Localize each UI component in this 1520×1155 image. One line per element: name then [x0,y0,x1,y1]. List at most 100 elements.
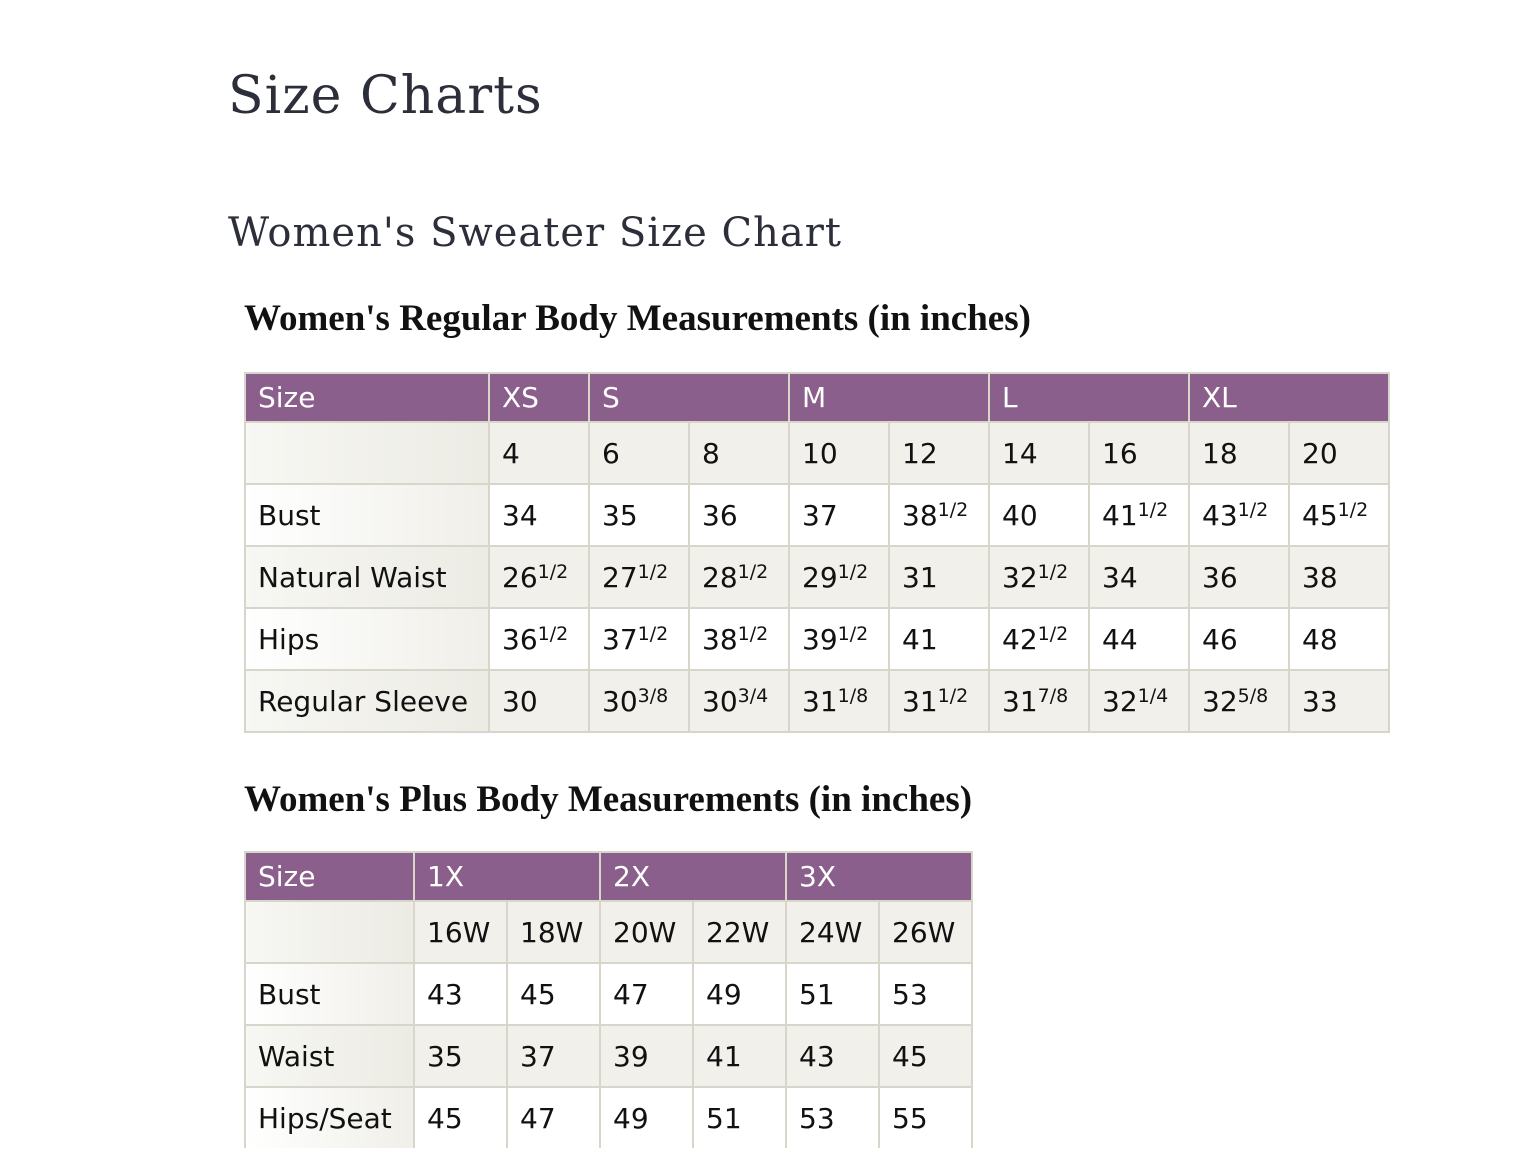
table-cell: 18W [506,900,601,964]
header-cell: Size [244,851,415,902]
table-cell: 38 [1288,545,1390,609]
cell-value: 31 [1002,684,1038,718]
cell-fraction: 1/2 [1137,498,1169,521]
table-cell: 12 [888,421,990,485]
table-cell: 303/4 [688,669,790,733]
table-cell: 47 [506,1086,601,1148]
cell-value: 44 [1102,622,1138,656]
cell-value: 53 [892,977,928,1011]
plus-size-table: Size 1X 2X 3X 16W 18W 20W 22W 24W 26W Bust 43 45 47 49… [244,851,973,1148]
cell-value: 39 [613,1039,649,1073]
cell-fraction: 3/4 [737,684,769,707]
cell-value: 37 [602,622,638,656]
header-cell: 1X [413,851,601,902]
table-cell: 20W [599,900,694,964]
cell-value: 49 [706,977,742,1011]
table-cell: 261/2 [488,545,590,609]
cell-value: 42 [1002,622,1038,656]
cell-value: 30 [602,684,638,718]
table-cell: 421/2 [988,607,1090,671]
table-cell: 39 [599,1024,694,1088]
cell-value: 36 [702,498,738,532]
table-cell: 51 [785,962,880,1026]
table-cell: 6 [588,421,690,485]
table-cell: 281/2 [688,545,790,609]
table-cell: 48 [1288,607,1390,671]
header-cell: XS [488,372,590,423]
header-cell: S [588,372,790,423]
cell-value: 29 [802,560,838,594]
table-cell: 325/8 [1188,669,1290,733]
cell-value: 10 [802,436,838,470]
cell-value: 51 [799,977,835,1011]
cell-value: 46 [1202,622,1238,656]
regular-size-table: Size XS S M L XL 4 6 8 10 12 14 16 18 20 Bust 34 35 36 37 38… [244,372,1390,733]
cell-fraction: 1/2 [537,560,569,583]
page-title: Size Charts [228,66,543,126]
cell-fraction: 3/8 [637,684,669,707]
header-cell: Size [244,372,490,423]
cell-value: 55 [892,1101,928,1135]
table-cell: 47 [599,962,694,1026]
cell-value: 49 [613,1101,649,1135]
table-cell: 391/2 [788,607,890,671]
table-cell: 311/8 [788,669,890,733]
row-label: Hips [244,607,490,671]
cell-value: 36 [1202,560,1238,594]
table-cell: 16 [1088,421,1190,485]
cell-value: 30 [702,684,738,718]
header-cell: L [988,372,1190,423]
cell-value: 28 [702,560,738,594]
cell-value: 18 [1202,436,1238,470]
cell-value: 45 [892,1039,928,1073]
table-cell: 411/2 [1088,483,1190,547]
cell-value: 47 [613,977,649,1011]
cell-fraction: 1/2 [837,622,869,645]
table-cell: 26W [878,900,973,964]
cell-value: 41 [902,622,938,656]
table-row: Natural Waist 261/2 271/2 281/2 291/2 31 321/2… [244,545,1390,609]
row-label: Regular Sleeve [244,669,490,733]
plus-table-title: Women's Plus Body Measurements (in inche… [244,779,973,820]
table-cell: 40 [988,483,1090,547]
table-cell: 44 [1088,607,1190,671]
header-cell: 2X [599,851,787,902]
table-cell: 451/2 [1288,483,1390,547]
cell-value: 31 [902,560,938,594]
table-cell: 49 [692,962,787,1026]
row-label: Bust [244,962,415,1026]
cell-value: 40 [1002,498,1038,532]
cell-value: 20 [1302,436,1338,470]
table-row: Bust 34 35 36 37 381/2 40 411/2 431/2 451/2 [244,483,1390,547]
header-cell: XL [1188,372,1390,423]
cell-value: 27 [602,560,638,594]
cell-value: 26 [502,560,538,594]
cell-value: 31 [802,684,838,718]
table-row: Bust 43 45 47 49 51 53 [244,962,973,1026]
cell-value: 20W [613,915,677,949]
cell-value: 35 [427,1039,463,1073]
header-cell: M [788,372,990,423]
cell-fraction: 7/8 [1037,684,1069,707]
cell-value: 45 [520,977,556,1011]
cell-fraction: 1/2 [937,684,969,707]
table-cell: 33 [1288,669,1390,733]
cell-fraction: 1/2 [937,498,969,521]
cell-value: 48 [1302,622,1338,656]
table-cell: 271/2 [588,545,690,609]
cell-value: 37 [802,498,838,532]
table-cell: 431/2 [1188,483,1290,547]
table-cell: 49 [599,1086,694,1148]
table-cell: 53 [785,1086,880,1148]
table-cell: 41 [692,1024,787,1088]
table-cell: 8 [688,421,790,485]
cell-value: 45 [427,1101,463,1135]
table-row: Waist 35 37 39 41 43 45 [244,1024,973,1088]
table-cell: 36 [1188,545,1290,609]
cell-value: 8 [702,436,720,470]
table-cell: 35 [588,483,690,547]
cell-fraction: 1/4 [1137,684,1169,707]
table-row: 4 6 8 10 12 14 16 18 20 [244,421,1390,485]
regular-table-title: Women's Regular Body Measurements (in in… [244,298,1031,339]
table-cell: 34 [488,483,590,547]
